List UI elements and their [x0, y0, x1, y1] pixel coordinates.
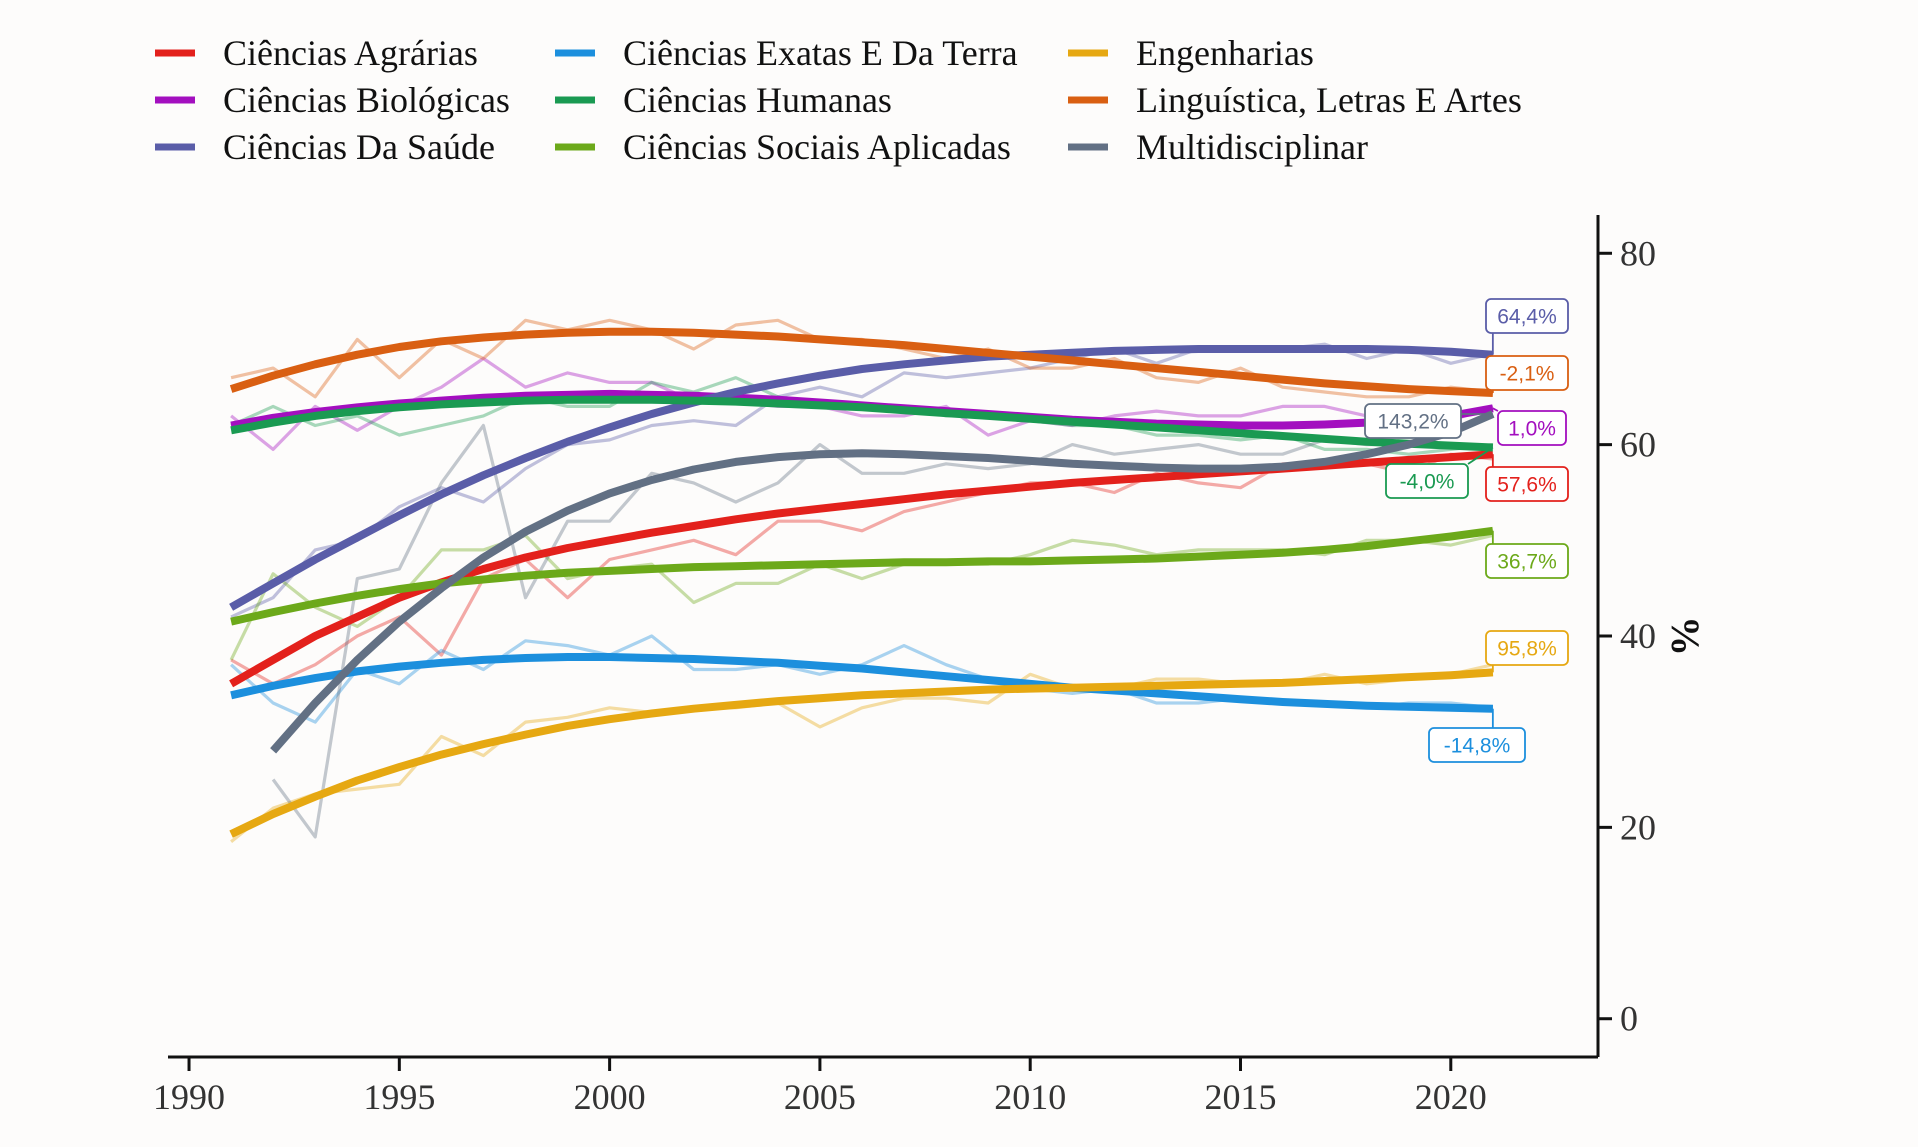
end-label-box	[1485, 466, 1569, 502]
legend-item-ciencias-humanas: Ciências Humanas	[555, 80, 892, 120]
legend-item-engenharias: Engenharias	[1068, 33, 1314, 73]
y-tick-label: 60	[1620, 425, 1656, 465]
end-label-ciencias-biologicas: 1,0%	[1492, 407, 1567, 446]
legend-label: Ciências Humanas	[623, 80, 892, 120]
trend-line-linguistica-letras-e-artes	[229, 327, 1494, 397]
end-label-text: 36,7%	[1497, 551, 1557, 574]
end-label-text: 1,0%	[1508, 418, 1556, 441]
y-tick-label: 40	[1620, 616, 1656, 656]
end-labels: 57,6% 1,0% 64,4% -14,8% -4,0% 36,7% 95,8% -2,1%…	[1364, 298, 1569, 763]
end-label-text: 143,2%	[1377, 411, 1448, 434]
legend-label: Ciências Exatas E Da Terra	[623, 33, 1018, 73]
x-tick-label: 1995	[363, 1077, 435, 1117]
end-label-box	[1485, 298, 1569, 334]
y-tick-label: 80	[1620, 233, 1656, 273]
end-label-leader	[1467, 446, 1494, 465]
end-label-ciencias-sociais-aplicadas: 36,7%	[1485, 530, 1569, 579]
legend: Ciências Agrárias Ciências Biológicas Ciên…	[155, 33, 1522, 167]
end-label-box	[1428, 727, 1526, 763]
end-label-box	[1485, 543, 1569, 579]
legend-label: Linguística, Letras E Artes	[1136, 80, 1522, 120]
legend-label: Engenharias	[1136, 33, 1314, 73]
end-label-engenharias: 95,8%	[1485, 630, 1569, 673]
end-label-box	[1485, 355, 1569, 391]
end-label-box	[1497, 410, 1567, 446]
legend-item-ciencias-exatas-e-da-terra: Ciências Exatas E Da Terra	[555, 33, 1018, 73]
end-label-ciencias-da-saude: 64,4%	[1485, 298, 1569, 355]
legend-label: Ciências Biológicas	[223, 80, 510, 120]
x-tick-label: 2020	[1415, 1077, 1487, 1117]
end-label-text: 64,4%	[1497, 306, 1557, 329]
end-label-ciencias-exatas-e-da-terra: -14,8%	[1428, 708, 1526, 763]
end-label-text: 95,8%	[1497, 638, 1557, 661]
legend-item-ciencias-da-saude: Ciências Da Saúde	[155, 127, 495, 167]
legend-item-linguistica-letras-e-artes: Linguística, Letras E Artes	[1068, 80, 1522, 120]
legend-item-ciencias-sociais-aplicadas: Ciências Sociais Aplicadas	[555, 127, 1011, 167]
y-axis-title: %	[1663, 616, 1708, 656]
end-label-linguistica-letras-e-artes: -2,1%	[1485, 355, 1569, 393]
y-tick-label: 0	[1620, 999, 1638, 1039]
y-tick-label: 20	[1620, 807, 1656, 847]
end-label-text: -4,0%	[1400, 471, 1455, 494]
trend-line-ciencias-da-saude	[229, 345, 1494, 611]
legend-label: Ciências Da Saúde	[223, 127, 495, 167]
raw-line-ciencias-agrarias	[230, 452, 1494, 686]
raw-line-multidisciplinar	[271, 414, 1494, 839]
end-label-text: 57,6%	[1497, 474, 1557, 497]
trend-line-ciencias-exatas-e-da-terra	[230, 653, 1493, 713]
axes: 1990 1995 2000 2005 2010 2015 2020 0 20 40 60 80%	[153, 215, 1708, 1117]
end-label-leader	[1492, 407, 1499, 412]
x-tick-label: 2015	[1205, 1077, 1277, 1117]
trend-line-ciencias-humanas	[230, 395, 1494, 452]
x-tick-label: 2000	[574, 1077, 646, 1117]
trend-line-ciencias-agrarias	[229, 450, 1494, 688]
raw-line-engenharias	[230, 663, 1494, 843]
end-label-box	[1385, 463, 1469, 499]
legend-label: Ciências Sociais Aplicadas	[623, 127, 1011, 167]
legend-item-ciencias-biologicas: Ciências Biológicas	[155, 80, 510, 120]
x-tick-label: 2010	[994, 1077, 1066, 1117]
end-label-ciencias-humanas: -4,0%	[1385, 446, 1494, 499]
end-label-box	[1485, 630, 1569, 666]
trend-line-multidisciplinar	[270, 410, 1495, 754]
trend-series-lines	[229, 327, 1495, 838]
legend-label: Ciências Agrárias	[223, 33, 478, 73]
end-label-box	[1364, 403, 1462, 439]
raw-line-ciencias-biologicas	[230, 356, 1494, 451]
end-label-multidisciplinar: 143,2%	[1364, 403, 1493, 439]
x-tick-label: 2005	[784, 1077, 856, 1117]
end-label-ciencias-agrarias: 57,6%	[1485, 454, 1569, 502]
end-label-text: -14,8%	[1444, 735, 1511, 758]
trend-line-engenharias	[229, 668, 1494, 838]
legend-item-multidisciplinar: Multidisciplinar	[1068, 127, 1368, 167]
legend-label: Multidisciplinar	[1136, 127, 1368, 167]
end-label-text: -2,1%	[1500, 363, 1555, 386]
x-tick-label: 1990	[153, 1077, 225, 1117]
legend-item-ciencias-agrarias: Ciências Agrárias	[155, 33, 478, 73]
